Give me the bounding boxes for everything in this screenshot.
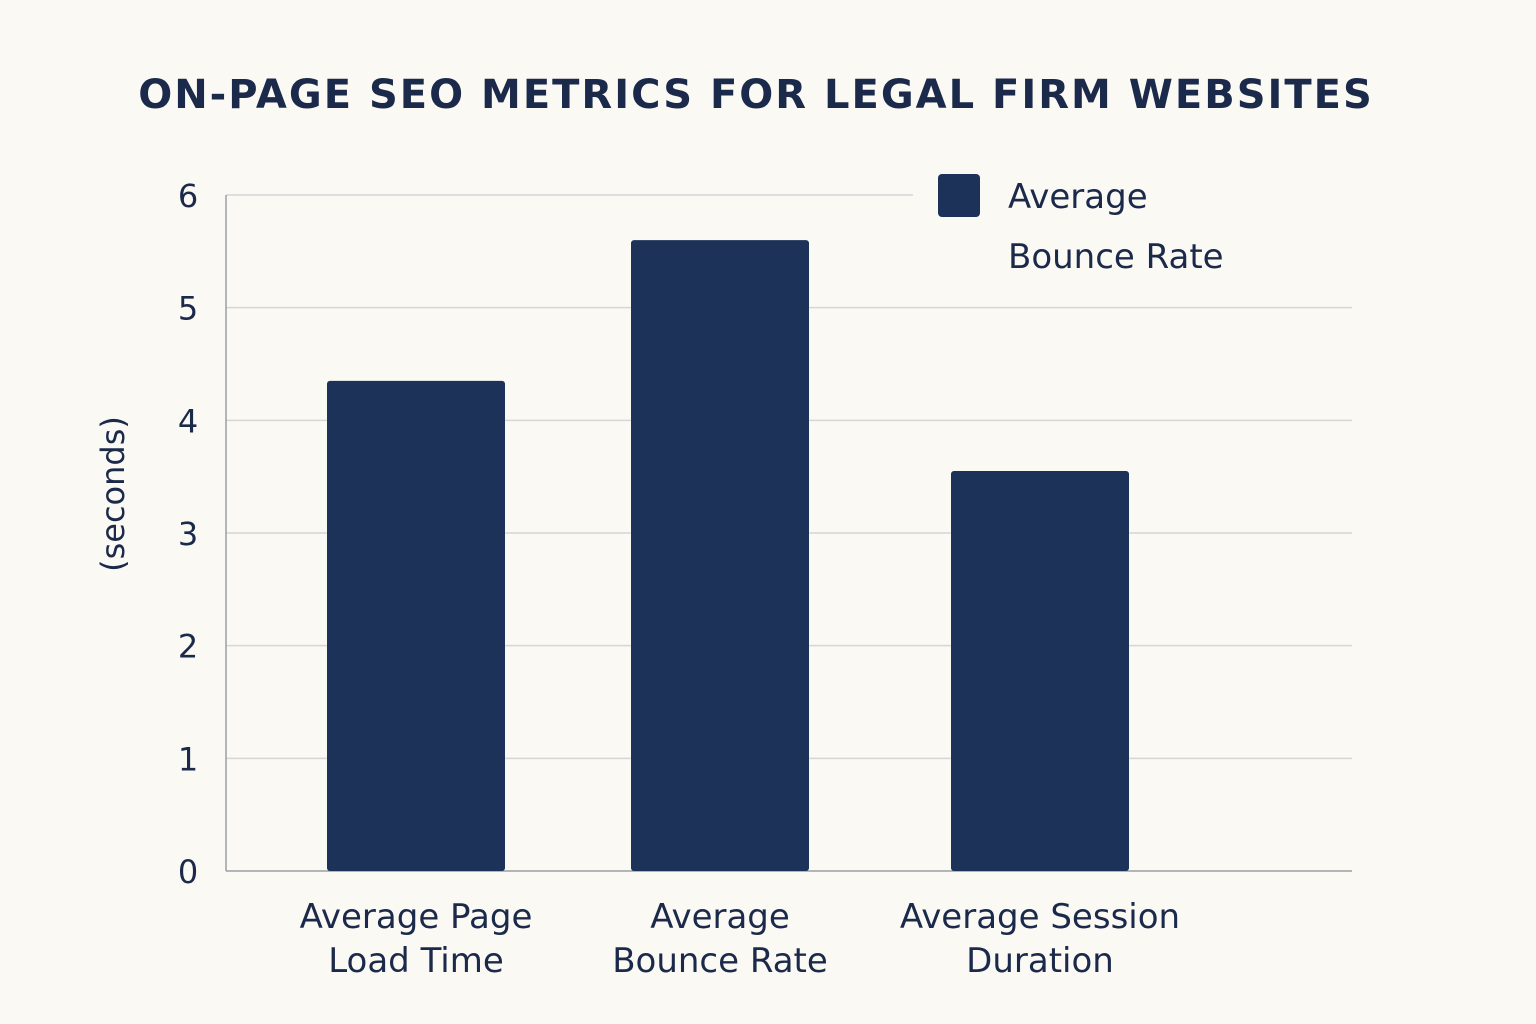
legend-label: Bounce Rate [1008,237,1224,277]
x-tick-label: Bounce Rate [612,941,828,981]
bar [631,240,809,872]
legend-label: Average [1008,177,1148,217]
x-tick-label: Average [650,897,790,937]
y-tick-label: 4 [178,402,198,440]
y-tick-label: 6 [178,177,198,215]
y-tick-label: 0 [178,853,198,891]
bar [951,471,1129,871]
x-tick-label: Load Time [328,941,504,981]
bar [327,380,505,871]
x-tick-label: Average Session [900,897,1180,937]
x-tick-label: Duration [966,941,1114,981]
legend-swatch [938,174,980,217]
y-axis-label: (seconds) [94,416,132,572]
x-tick-label: Average Page [300,897,533,937]
y-tick-label: 2 [178,628,198,666]
legend: Average Bounce Rate [938,174,1224,277]
chart-title: ON-PAGE SEO METRICS FOR LEGAL FIRM WEBSI… [138,72,1374,118]
y-tick-label: 1 [178,740,198,778]
y-tick-label: 3 [178,515,198,553]
y-tick-label: 5 [178,290,198,328]
